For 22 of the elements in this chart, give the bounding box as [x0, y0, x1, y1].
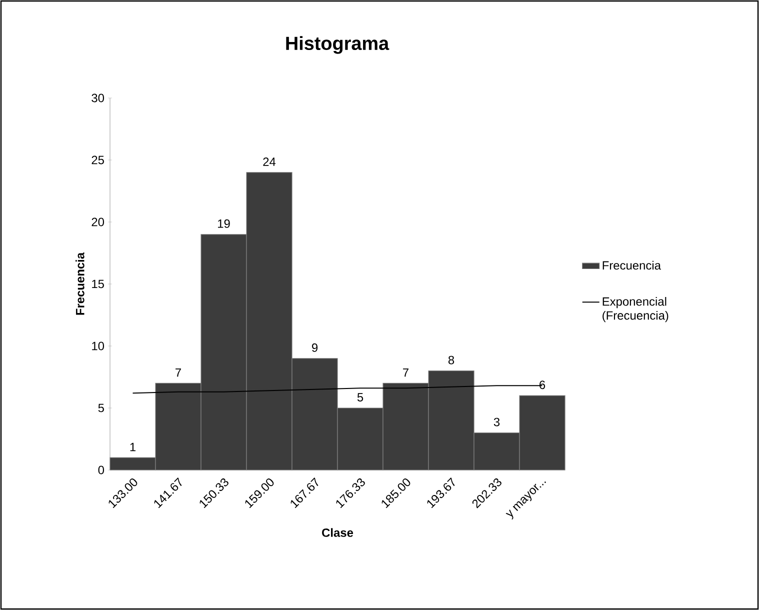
x-axis-title: Clase	[322, 528, 354, 537]
data-label: 3	[494, 418, 500, 426]
y-axis-title: Frecuencia	[76, 252, 84, 315]
data-label: 24	[263, 158, 276, 166]
data-label: 7	[176, 368, 181, 377]
data-label: 8	[448, 356, 454, 364]
y-tick-label: 15	[92, 280, 104, 288]
data-label: 5	[357, 393, 364, 402]
y-tick-label: 10	[92, 342, 104, 350]
data-label: 19	[218, 219, 230, 228]
y-tick-label: 0	[98, 466, 104, 474]
y-tick-label: 5	[98, 404, 104, 412]
y-tick-label: 20	[92, 218, 104, 226]
legend-label: Frecuencia	[602, 260, 661, 270]
data-label: 9	[312, 343, 318, 352]
legend-label: Exponencial (Frecuencia)	[602, 296, 668, 322]
data-label: 1	[130, 442, 136, 452]
chart-title: Histograma	[286, 36, 390, 54]
y-tick-label: 30	[92, 94, 104, 102]
y-tick-label: 25	[92, 156, 104, 164]
data-label: 7	[403, 368, 408, 377]
data-label: 6	[540, 380, 546, 390]
